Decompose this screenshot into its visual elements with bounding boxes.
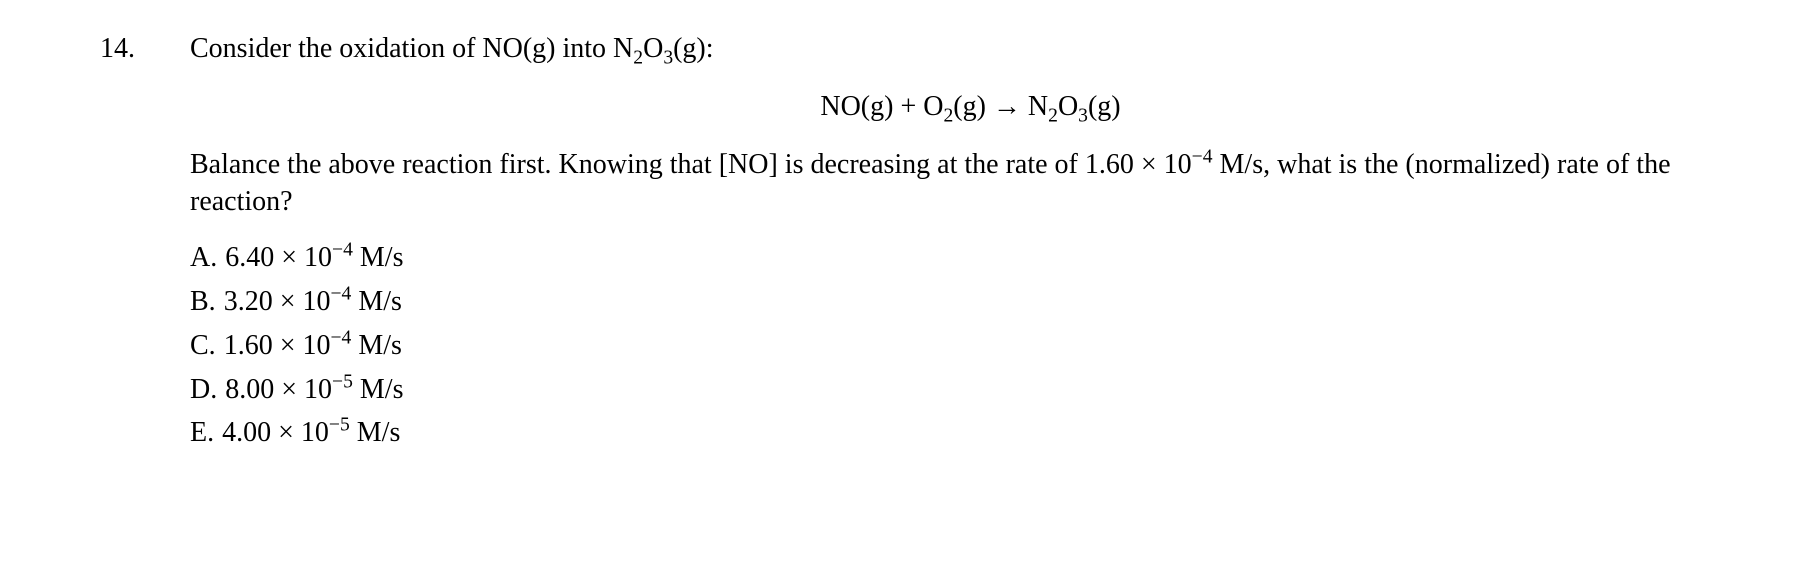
superscript: −4	[1192, 146, 1213, 167]
question-stem-line1: Consider the oxidation of NO(g) into N2O…	[190, 30, 1751, 68]
subscript: 2	[633, 48, 643, 69]
subscript: 2	[1048, 105, 1058, 126]
superscript: −5	[332, 371, 353, 392]
superscript: −4	[330, 284, 351, 305]
equation-text: NO(g) + O	[820, 91, 943, 122]
choice-label: B.	[190, 283, 216, 321]
superscript: −4	[330, 327, 351, 348]
question-stem-line2: Balance the above reaction first. Knowin…	[190, 146, 1751, 222]
choice-value: 4.00 × 10−5 M/s	[222, 414, 400, 452]
stem-text: (g):	[673, 33, 713, 64]
subscript: 2	[943, 105, 953, 126]
subscript: 3	[1078, 105, 1088, 126]
choice-value: 3.20 × 10−4 M/s	[224, 283, 402, 321]
choice-value: 6.40 × 10−4 M/s	[225, 239, 403, 277]
superscript: −4	[332, 240, 353, 261]
question-number: 14.	[100, 30, 150, 68]
choice-label: D.	[190, 371, 217, 409]
stem-text: Consider the oxidation of NO(g) into N	[190, 33, 633, 64]
reaction-equation: NO(g) + O2(g) → N2O3(g)	[190, 88, 1751, 126]
choice-label: C.	[190, 327, 216, 365]
choice-d: D. 8.00 × 10−5 M/s	[190, 371, 1751, 409]
question-block: 14. Consider the oxidation of NO(g) into…	[100, 30, 1751, 452]
choice-label: A.	[190, 239, 217, 277]
choice-c: C. 1.60 × 10−4 M/s	[190, 327, 1751, 365]
equation-text: (g)	[1088, 91, 1121, 122]
stem-text: O	[643, 33, 663, 64]
stem-text: Balance the above reaction first. Knowin…	[190, 149, 1192, 180]
choice-label: E.	[190, 414, 214, 452]
choice-b: B. 3.20 × 10−4 M/s	[190, 283, 1751, 321]
choice-value: 8.00 × 10−5 M/s	[225, 371, 403, 409]
question-body: Consider the oxidation of NO(g) into N2O…	[190, 30, 1751, 452]
superscript: −5	[329, 415, 350, 436]
equation-text: (g) → N	[953, 91, 1048, 122]
choice-a: A. 6.40 × 10−4 M/s	[190, 239, 1751, 277]
choice-e: E. 4.00 × 10−5 M/s	[190, 414, 1751, 452]
equation-text: O	[1058, 91, 1078, 122]
choice-value: 1.60 × 10−4 M/s	[224, 327, 402, 365]
answer-choices: A. 6.40 × 10−4 M/s B. 3.20 × 10−4 M/s C.…	[190, 239, 1751, 452]
subscript: 3	[663, 48, 673, 69]
